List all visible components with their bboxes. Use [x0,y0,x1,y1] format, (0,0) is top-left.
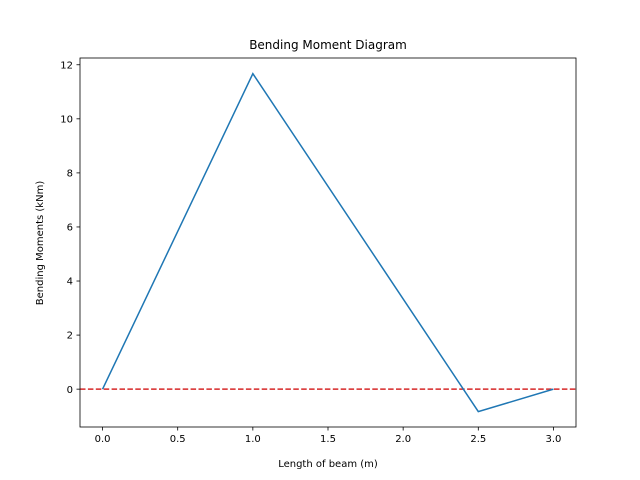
x-tick-label: 2.5 [470,434,486,445]
plot-area [79,57,577,428]
y-tick-label: 4 [67,277,73,288]
x-tick-label: 2.0 [395,434,411,445]
axes-frame [79,57,577,428]
y-tick-label: 12 [60,60,73,71]
x-tick-label: 0.5 [170,434,186,445]
x-axis-ticks: 0.0 0.5 1.0 1.5 2.0 2.5 3.0 [95,427,562,445]
y-tick-label: 6 [67,223,73,234]
x-tick-label: 0.0 [95,434,111,445]
x-tick-label: 1.0 [245,434,261,445]
x-axis-label: Length of beam (m) [278,459,378,470]
y-tick-label: 2 [67,331,73,342]
y-tick-label: 10 [60,114,73,125]
x-tick-label: 1.5 [320,434,336,445]
y-axis-ticks: 0 2 4 6 8 10 12 [60,60,80,396]
y-axis-label: Bending Moments (kNm) [35,181,46,306]
y-tick-label: 0 [67,385,73,396]
series-line-0 [101,72,554,413]
chart-title: Bending Moment Diagram [249,38,407,52]
y-tick-label: 8 [67,168,73,179]
x-tick-label: 3.0 [546,434,562,445]
